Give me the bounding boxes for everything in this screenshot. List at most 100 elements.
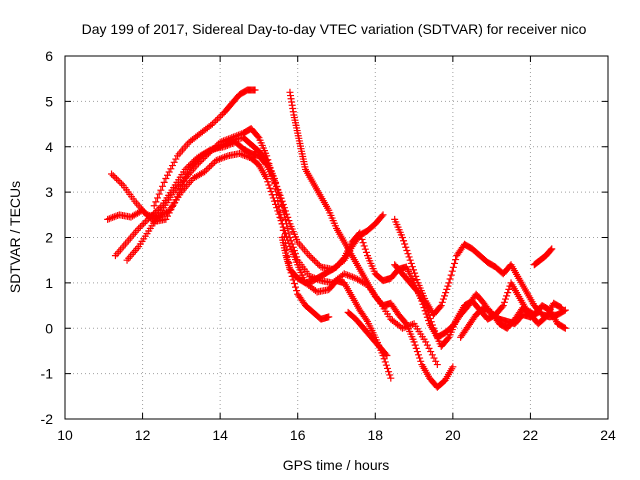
data-point [109, 213, 117, 221]
data-point [168, 162, 176, 170]
data-point [201, 168, 209, 176]
data-point [224, 135, 232, 143]
data-point [140, 208, 148, 216]
data-point [408, 263, 416, 271]
data-point [217, 112, 225, 120]
data-point [451, 259, 459, 267]
data-point [204, 164, 212, 172]
data-point [237, 150, 245, 158]
data-point [216, 138, 224, 146]
data-point [223, 136, 231, 144]
data-point [505, 285, 513, 293]
chart-title: Day 199 of 2017, Sidereal Day-to-day VTE… [82, 21, 587, 37]
y-tick-label: 3 [45, 184, 53, 200]
data-point [201, 153, 209, 161]
data-point [136, 223, 144, 231]
series-arc-12 [344, 308, 391, 359]
x-tick-label: 22 [523, 427, 539, 443]
data-point [263, 175, 271, 183]
data-point [381, 358, 389, 366]
data-point [217, 154, 225, 162]
data-point [265, 160, 273, 168]
data-point [423, 305, 431, 313]
y-tick-label: 1 [45, 275, 53, 291]
data-point [290, 246, 298, 254]
data-point [206, 148, 214, 156]
data-point [447, 271, 455, 279]
data-point [270, 197, 278, 205]
x-axis-label: GPS time / hours [283, 457, 390, 473]
data-point [293, 253, 301, 261]
data-point [449, 363, 457, 371]
data-point [413, 348, 421, 356]
series-arc-5 [150, 86, 259, 210]
data-point [412, 344, 420, 352]
data-point [198, 156, 206, 164]
data-point [290, 280, 298, 288]
data-point [498, 303, 506, 311]
data-point [287, 237, 295, 245]
data-point [164, 212, 172, 220]
data-point [195, 159, 203, 167]
data-point [188, 159, 196, 167]
data-point [344, 271, 352, 279]
data-point [270, 179, 278, 187]
series-arc-3 [111, 134, 441, 369]
series-arc-11 [530, 245, 556, 269]
data-point [146, 213, 154, 221]
data-point [423, 341, 431, 349]
data-point [236, 130, 244, 138]
series-arc-10 [457, 299, 565, 341]
data-point [143, 216, 151, 224]
x-tick-label: 18 [367, 427, 383, 443]
x-tick-label: 20 [445, 427, 461, 443]
data-point [216, 155, 224, 163]
data-point [208, 146, 216, 154]
data-point [109, 172, 117, 180]
data-point [267, 167, 275, 175]
data-point [276, 208, 284, 216]
data-point [229, 133, 237, 141]
data-point [212, 117, 220, 125]
x-tick-label: 14 [212, 427, 228, 443]
data-point [382, 350, 390, 358]
data-point [284, 224, 292, 232]
data-point [135, 224, 143, 232]
data-point [221, 153, 229, 161]
data-point [274, 197, 282, 205]
data-point [349, 273, 357, 281]
data-point [167, 165, 175, 173]
data-point [501, 295, 509, 303]
data-point [154, 194, 162, 202]
data-point [164, 171, 172, 179]
data-point [312, 258, 320, 266]
data-point [406, 256, 414, 264]
y-tick-label: 5 [45, 93, 53, 109]
grid [65, 56, 608, 419]
data-point [234, 131, 242, 139]
data-point [314, 260, 322, 268]
data-point [277, 214, 285, 222]
data-point [200, 154, 208, 162]
data-point [212, 156, 220, 164]
data-point [168, 202, 176, 210]
y-tick-label: 6 [45, 48, 53, 64]
y-axis-label: SDTVAR / TECUs [7, 181, 23, 293]
data-point [142, 210, 150, 218]
data-point [401, 318, 409, 326]
data-point [140, 220, 148, 228]
data-point [422, 302, 430, 310]
data-point [264, 156, 272, 164]
data-point [273, 191, 281, 199]
data-point [210, 118, 218, 126]
data-point [504, 289, 512, 297]
x-tick-label: 16 [290, 427, 306, 443]
x-tick-label: 12 [135, 427, 151, 443]
data-point [387, 374, 395, 382]
data-point [560, 324, 568, 332]
data-point [288, 240, 296, 248]
data-point [285, 229, 293, 237]
axis-ticks [64, 55, 609, 420]
data-point [155, 205, 163, 213]
data-point [112, 212, 120, 220]
